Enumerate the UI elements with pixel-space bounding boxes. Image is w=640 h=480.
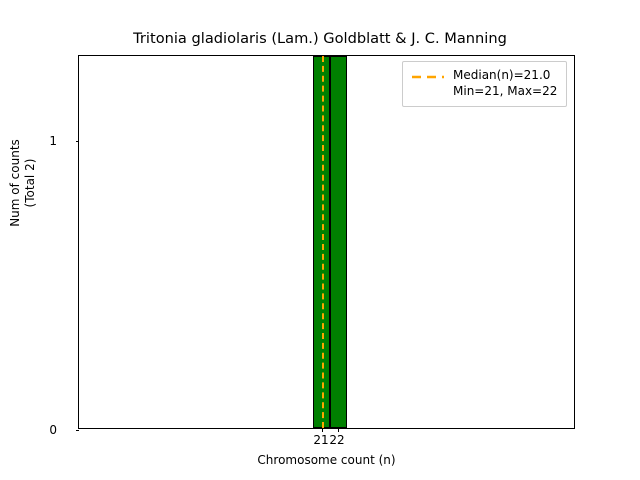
y-axis-label: Num of counts (Total 2) xyxy=(8,139,37,227)
bar-21 xyxy=(313,56,330,428)
legend: Median(n)=21.0 Min=21, Max=22 xyxy=(402,61,568,107)
legend-label-minmax: Min=21, Max=22 xyxy=(453,83,558,98)
ytick-label-1: 1 xyxy=(49,134,57,148)
xtick-mark-22 xyxy=(338,428,339,432)
xtick-label-22: 22 xyxy=(329,433,345,447)
plot-area xyxy=(75,55,575,432)
ytick-mark-0 xyxy=(75,430,79,431)
legend-entry-median: Median(n)=21.0 Min=21, Max=22 xyxy=(411,68,557,100)
bar-22 xyxy=(330,56,347,428)
y-axis-label-wrap: Num of counts (Total 2) xyxy=(3,23,43,343)
ytick-label-0: 0 xyxy=(49,423,57,437)
xtick-mark-21 xyxy=(322,428,323,432)
legend-text-group: Median(n)=21.0 Min=21, Max=22 xyxy=(453,68,557,100)
chart-title: Tritonia gladiolaris (Lam.) Goldblatt & … xyxy=(133,30,507,47)
median-line xyxy=(322,56,324,428)
legend-label-median: Median(n)=21.0 xyxy=(453,68,551,82)
xtick-label-21: 21 xyxy=(313,433,329,447)
x-axis-label: Chromosome count (n) xyxy=(257,453,396,467)
median-dashed-line-icon xyxy=(412,75,444,79)
ytick-mark-1 xyxy=(75,141,79,142)
